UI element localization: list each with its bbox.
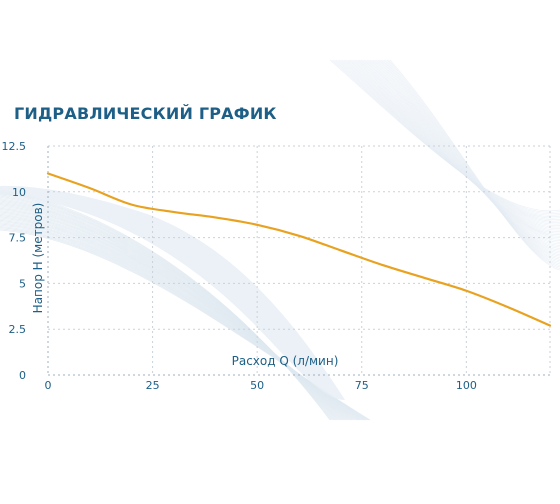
wave-line [385, 59, 560, 266]
chart-axes [47, 146, 550, 376]
x-tick-label: 50 [250, 379, 264, 392]
y-tick-label: 12.5 [2, 140, 27, 153]
series-line [46, 172, 552, 327]
y-tick-label: 0 [19, 369, 26, 382]
y-tick-label: 2.5 [9, 323, 27, 336]
y-tick-label: 10 [12, 186, 26, 199]
x-axis-label: Расход Q (л/мин) [232, 354, 339, 368]
wave-line [355, 59, 560, 237]
wave-line [383, 59, 560, 265]
x-tick-label: 0 [45, 379, 52, 392]
y-tick-label: 7.5 [9, 232, 27, 245]
x-tick-label: 25 [146, 379, 160, 392]
background-wave-decoration [0, 59, 560, 421]
chart-ticks: 0 25 50 75 100 0 2.5 5 7.5 10 12.5 [2, 140, 477, 392]
wave-line [389, 59, 560, 271]
y-tick-label: 5 [19, 277, 26, 290]
wave-line [386, 59, 560, 268]
chart-series [46, 172, 552, 327]
y-axis-label: Напор H (метров) [31, 203, 45, 314]
chart-title: ГИДРАВЛИЧЕСКИЙ ГРАФИК [14, 104, 277, 123]
wave-band [0, 185, 345, 400]
wave-line [388, 59, 560, 269]
x-tick-label: 75 [355, 379, 369, 392]
chart-grid [48, 145, 551, 375]
x-tick-label: 100 [456, 379, 477, 392]
